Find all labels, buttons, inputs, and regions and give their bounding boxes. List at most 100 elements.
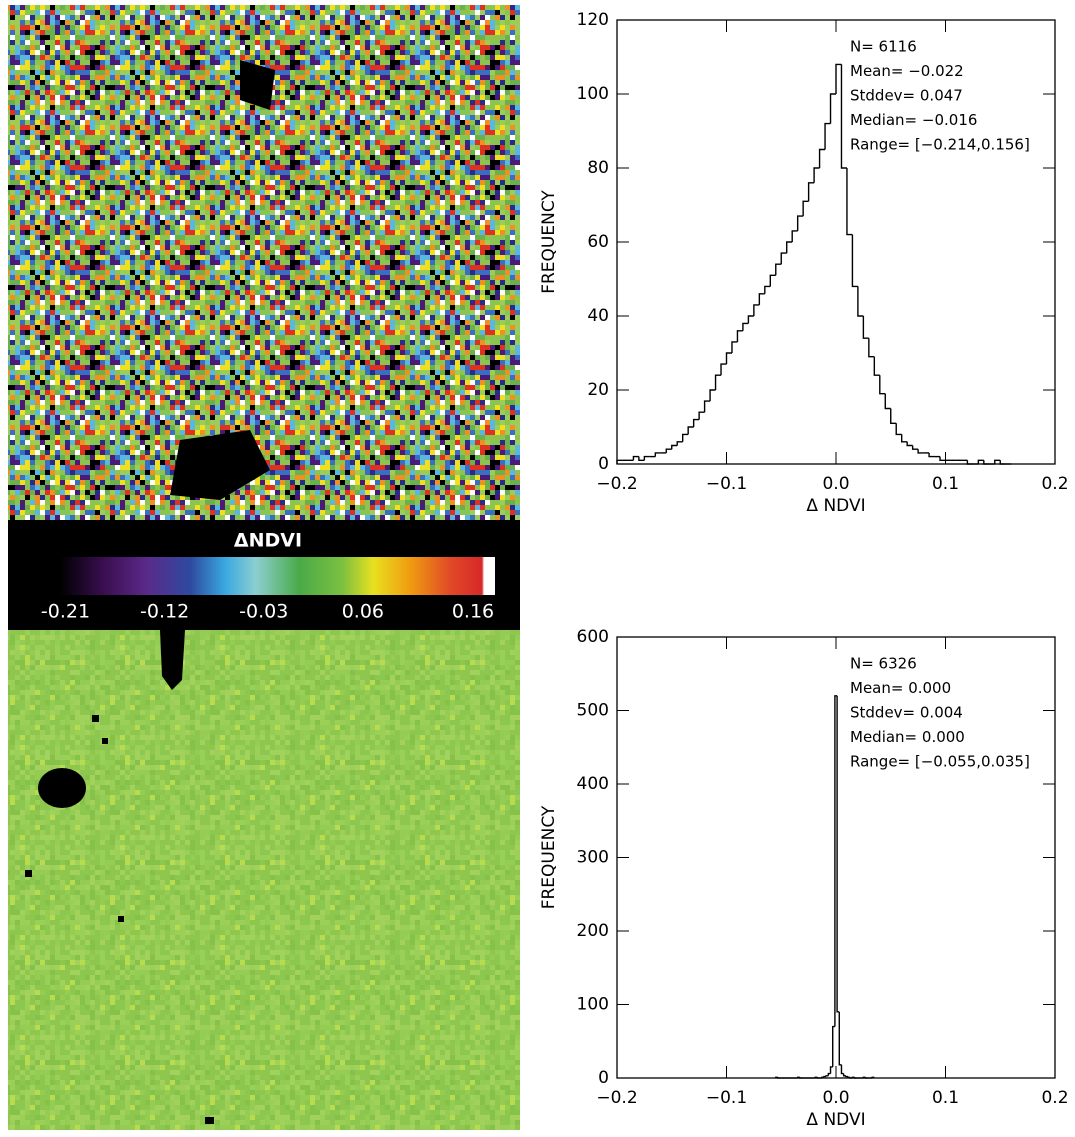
histogram-step [736,330,743,342]
ndvi-map-bottom [8,630,520,1130]
histogram-step [825,1075,829,1077]
colorbar-gradient [60,557,495,595]
y-tick-label: 20 [587,380,609,400]
histogram-step [799,1077,803,1079]
y-tick-label: 0 [598,454,609,474]
plot-frame [616,636,1056,1079]
histogram-step [928,452,935,458]
histogram-step [764,285,771,294]
histogram-step [999,460,1006,465]
y-tick-label: 100 [577,995,609,1015]
y-tick-label: 600 [577,627,609,647]
histogram-step [983,460,990,465]
stat-annotation: Median= −0.016 [850,111,977,129]
y-tick-label: 300 [577,848,609,868]
histogram-step [835,63,842,94]
histogram-step [709,389,716,402]
histogram-step [827,1072,831,1076]
colorbar: ΔNDVI -0.21 -0.12 -0.03 0.06 0.16 [8,520,520,630]
histogram-step [836,695,840,1013]
colorbar-tick-label: 0.06 [342,601,384,623]
x-tick-label: −0.2 [596,474,637,494]
histogram-step [714,374,722,390]
histogram-step [966,460,973,465]
mask-blobs [25,60,275,1124]
histogram-step [846,168,853,236]
histogram-step [939,456,946,461]
histogram-step [824,122,831,150]
stat-annotation: Stddev= 0.004 [850,704,963,722]
histogram-step [777,1077,781,1079]
y-tick-label: 120 [577,10,609,30]
colorbar-title: ΔNDVI [234,530,302,552]
histogram-step [813,167,820,183]
histogram-step [816,1077,820,1079]
histogram-step [851,1076,855,1078]
histogram-step [862,1076,866,1078]
histogram-step [977,459,984,464]
histogram-step [786,241,793,254]
histogram-step [849,1077,853,1079]
histogram-step [692,418,700,427]
histogram-step [873,356,880,376]
histogram-step [864,1077,868,1079]
histogram-step [643,455,650,461]
histogram-step [638,456,645,461]
histogram-step [851,234,858,288]
histogram-step [845,1075,849,1078]
histogram-step [632,455,639,461]
histogram-step [791,230,798,242]
histogram-step [832,1025,835,1067]
histogram-step [895,423,902,436]
histogram-step [847,1076,851,1078]
histogram-step [802,200,809,217]
histogram-step [616,459,623,464]
histogram-step [821,1076,824,1078]
histogram-step [842,1073,846,1077]
y-tick-label: 400 [577,774,609,794]
histogram-step [775,263,782,276]
y-tick-label: 60 [587,232,609,252]
histogram-step [687,426,694,435]
histogram-step [703,400,711,413]
histogram-step [731,341,738,353]
histogram-step [862,316,869,339]
x-tick-label: 0.0 [822,1088,849,1108]
x-tick-label: 0.1 [932,474,959,494]
x-tick-label: −0.1 [706,1088,747,1108]
y-tick-label: 40 [587,306,609,326]
stat-annotation: Median= 0.000 [850,728,965,746]
histogram-step [665,448,672,453]
histogram-step [769,274,776,287]
y-axis-label: FREQUENCY [539,190,559,294]
histogram-step [698,411,705,420]
stat-annotation: Range= [−0.055,0.035] [850,753,1030,771]
histogram-step [823,1075,827,1078]
histogram-step [879,375,886,395]
histogram-step [868,338,875,358]
histogram-step [840,64,847,169]
x-tick-label: 0.2 [1041,474,1068,494]
stat-annotation: Stddev= 0.047 [850,87,963,105]
histogram-step [838,1011,842,1066]
x-tick-label: 0.2 [1041,1088,1068,1108]
histogram-step [796,215,804,231]
histogram-step [775,1076,778,1078]
stat-annotation: N= 6326 [850,655,917,673]
histogram-step [720,363,727,376]
histogram-step [796,1076,800,1078]
colorbar-tick-label: -0.12 [140,601,189,623]
stat-annotation: Mean= 0.000 [850,679,951,697]
colorbar-tick-label: -0.03 [239,601,288,623]
histogram-step [814,1076,818,1078]
histogram-step [676,441,683,446]
histogram-step [994,459,1001,464]
histogram-step [654,452,661,457]
histogram-step [853,1077,857,1079]
histogram-step [829,93,836,124]
histogram-step [725,352,732,365]
histogram-step [911,445,919,450]
histogram-step [857,286,864,317]
histogram-step [780,252,787,265]
